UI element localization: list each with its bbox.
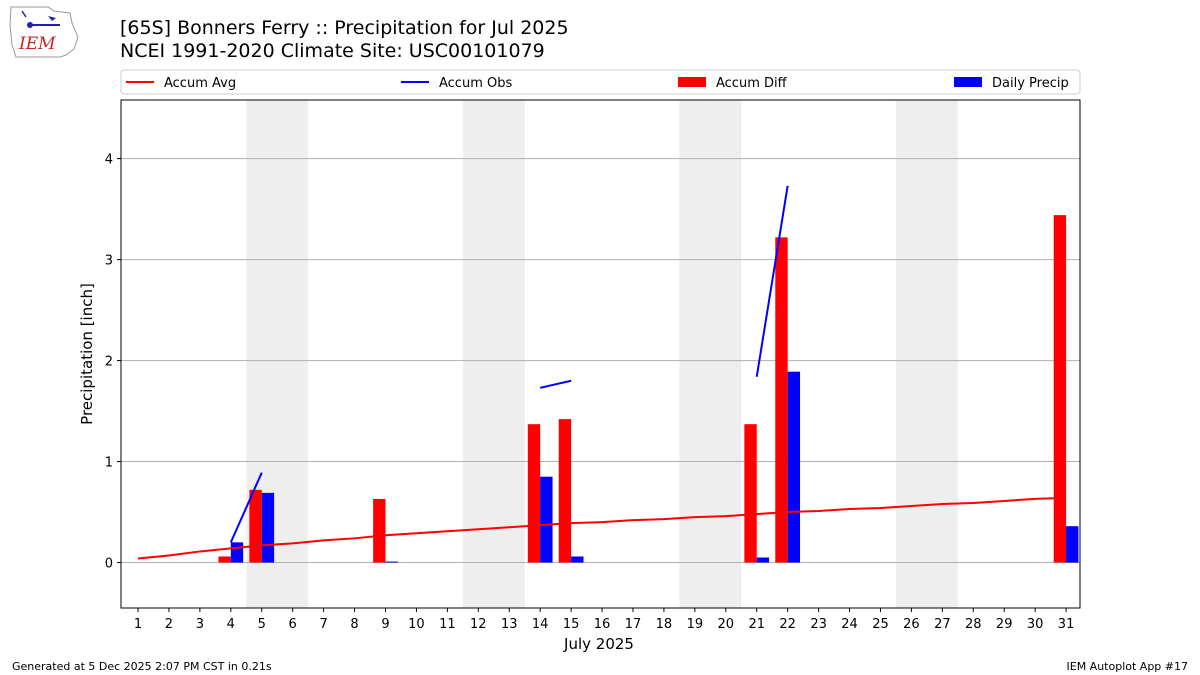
x-tick-label-30: 30 (1027, 617, 1044, 632)
y-tick-label-2: 2 (105, 355, 113, 370)
x-tick-label-1: 1 (134, 617, 142, 632)
accum-obs-line-2 (755, 185, 789, 377)
x-tick-label-19: 19 (687, 617, 704, 632)
accum-diff-bar-14 (527, 424, 541, 563)
y-tick-label-4: 4 (105, 153, 113, 168)
logo-text: IEM (18, 34, 56, 54)
x-tick-label-13: 13 (501, 617, 518, 632)
x-tick-label-8: 8 (350, 617, 358, 632)
accum-diff-bar-22 (775, 237, 788, 563)
daily-precip-bar-22 (787, 371, 801, 563)
daily-precip-bar-4 (230, 542, 244, 563)
accum-diff-bar-31 (1053, 215, 1067, 563)
daily-precip-bar-15 (571, 556, 584, 563)
x-tick-label-20: 20 (718, 617, 735, 632)
y-tick-label-3: 3 (105, 254, 113, 269)
bar-series (218, 215, 1079, 563)
daily-precip-bar-9 (385, 561, 398, 563)
legend-swatch-accum-diff (678, 77, 706, 87)
iem-logo: IEM (9, 6, 79, 58)
y-gridlines (121, 158, 1080, 564)
weekend-band-3 (895, 100, 958, 608)
legend-swatch-daily-precip (954, 77, 982, 87)
accum-diff-bar-5 (249, 489, 262, 563)
x-tick-label-17: 17 (625, 617, 642, 632)
x-tick-label-4: 4 (227, 617, 235, 632)
x-tick-label-31: 31 (1058, 617, 1075, 632)
daily-precip-bar-14 (540, 476, 553, 563)
x-tick-label-22: 22 (779, 617, 796, 632)
accum-avg-line (137, 496, 1067, 560)
x-tick-label-25: 25 (872, 617, 889, 632)
daily-precip-bar-21 (756, 557, 770, 563)
legend: Accum Avg Accum Obs Accum Diff Daily Precip (120, 69, 1081, 95)
x-tick-label-10: 10 (408, 617, 425, 632)
autoplot-app-label: IEM Autoplot App #17 (1066, 660, 1189, 673)
x-tick-label-15: 15 (563, 617, 580, 632)
x-axis-label: July 2025 (563, 635, 634, 653)
x-tick-label-3: 3 (196, 617, 204, 632)
weekend-band-2 (679, 100, 742, 608)
weekend-band-1 (462, 100, 525, 608)
generated-timestamp: Generated at 5 Dec 2025 2:07 PM CST in 0… (12, 660, 272, 673)
line-series (137, 185, 1067, 560)
x-tick-label-11: 11 (439, 617, 456, 632)
x-tick-label-23: 23 (810, 617, 827, 632)
x-tick-label-27: 27 (934, 617, 951, 632)
x-tick-label-16: 16 (594, 617, 611, 632)
x-tick-label-26: 26 (903, 617, 920, 632)
x-tick-label-6: 6 (289, 617, 297, 632)
x-tick-label-9: 9 (381, 617, 389, 632)
chart-subtitle: NCEI 1991-2020 Climate Site: USC00101079 (120, 40, 545, 62)
accum-obs-line-0 (229, 472, 263, 543)
daily-precip-bar-31 (1066, 526, 1079, 563)
x-tick-label-29: 29 (996, 617, 1013, 632)
legend-label-daily-precip: Daily Precip (992, 76, 1069, 91)
x-tick-label-2: 2 (165, 617, 173, 632)
legend-label-accum-obs: Accum Obs (439, 76, 512, 91)
x-tick-label-21: 21 (748, 617, 765, 632)
x-tick-label-28: 28 (965, 617, 982, 632)
x-tick-label-14: 14 (532, 617, 549, 632)
accum-obs-line-1 (539, 379, 572, 389)
weekend-shading (246, 100, 958, 608)
x-tick-label-5: 5 (258, 617, 266, 632)
accum-diff-bar-4 (218, 556, 231, 563)
accum-diff-bar-21 (744, 424, 757, 563)
accum-diff-bar-15 (558, 419, 572, 563)
legend-label-accum-avg: Accum Avg (164, 76, 236, 91)
y-tick-label-0: 0 (105, 557, 113, 572)
x-tick-label-18: 18 (656, 617, 673, 632)
y-tick-label-1: 1 (105, 456, 113, 471)
daily-precip-bar-5 (261, 492, 275, 563)
legend-box (120, 69, 1081, 95)
x-tick-label-7: 7 (319, 617, 327, 632)
plot-frame (120, 99, 1081, 609)
x-tick-label-24: 24 (841, 617, 858, 632)
x-tick-label-12: 12 (470, 617, 487, 632)
legend-label-accum-diff: Accum Diff (716, 76, 788, 91)
y-axis-label: Precipitation [inch] (78, 283, 96, 425)
chart-title: [65S] Bonners Ferry :: Precipitation for… (120, 17, 569, 39)
accum-diff-bar-9 (373, 498, 386, 563)
